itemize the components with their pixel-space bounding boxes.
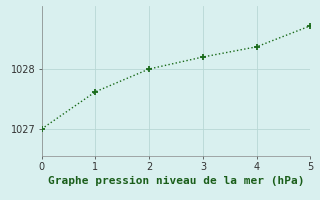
X-axis label: Graphe pression niveau de la mer (hPa): Graphe pression niveau de la mer (hPa) (48, 176, 304, 186)
